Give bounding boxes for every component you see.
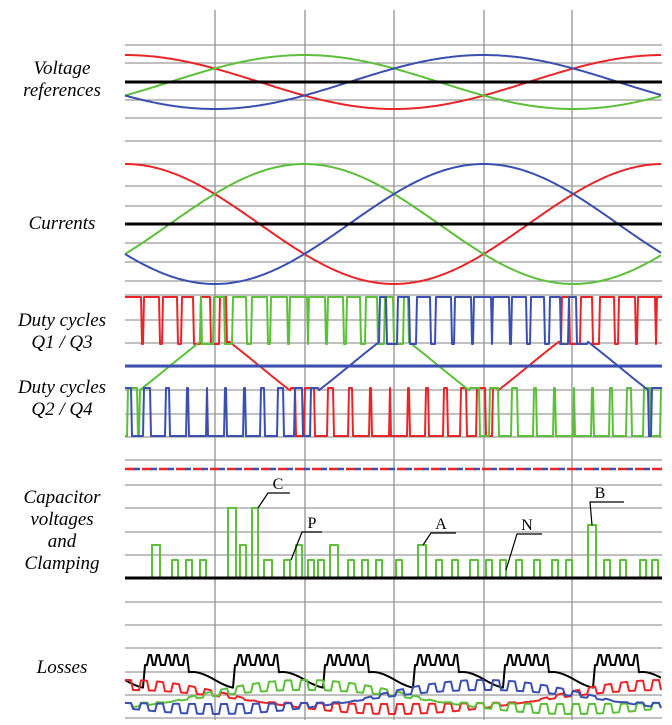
- label-line: voltages: [30, 509, 94, 530]
- label-currents: Currents: [0, 213, 124, 235]
- annotation-leader: [505, 533, 542, 571]
- label-voltage-references: Voltage references: [0, 58, 124, 102]
- annotation-b: B: [595, 485, 606, 502]
- label-duty-q2q4: Duty cycles Q2 / Q4: [0, 377, 124, 421]
- annotation-c: C: [273, 476, 284, 493]
- annotation-leader: [589, 501, 624, 526]
- label-line: Q1 / Q3: [31, 332, 93, 353]
- duty-green-series: [125, 296, 662, 437]
- voltage-references-blue-series: [124, 54, 662, 110]
- label-line: Currents: [28, 213, 96, 234]
- annotation-leader: [290, 531, 322, 561]
- label-line: Clamping: [24, 553, 100, 574]
- label-line: Duty cycles: [17, 310, 107, 331]
- label-losses: Losses: [0, 657, 124, 679]
- label-line: and: [47, 531, 77, 552]
- annotation-p: P: [308, 515, 317, 532]
- currents-green-series: [124, 163, 662, 285]
- currents-blue-series: [124, 163, 662, 285]
- label-line: Duty cycles: [17, 377, 107, 398]
- label-line: Q2 / Q4: [31, 399, 93, 420]
- losses-blue-series: [125, 679, 662, 715]
- annotation-leader: [422, 532, 456, 546]
- duty-blue-series: [125, 296, 662, 437]
- label-line: Capacitor: [23, 487, 101, 508]
- duty-red-series: [125, 296, 662, 437]
- label-line: Losses: [36, 657, 88, 678]
- label-line: Voltage: [33, 58, 91, 79]
- label-duty-q1q3: Duty cycles Q1 / Q3: [0, 310, 124, 354]
- label-line: references: [23, 80, 101, 101]
- annotation-a: A: [435, 516, 447, 533]
- losses-black-series: [124, 654, 662, 689]
- annotation-leader: [257, 492, 290, 509]
- annotation-n: N: [521, 517, 533, 534]
- label-capacitor-voltages: Capacitor voltages and Clamping: [0, 487, 124, 575]
